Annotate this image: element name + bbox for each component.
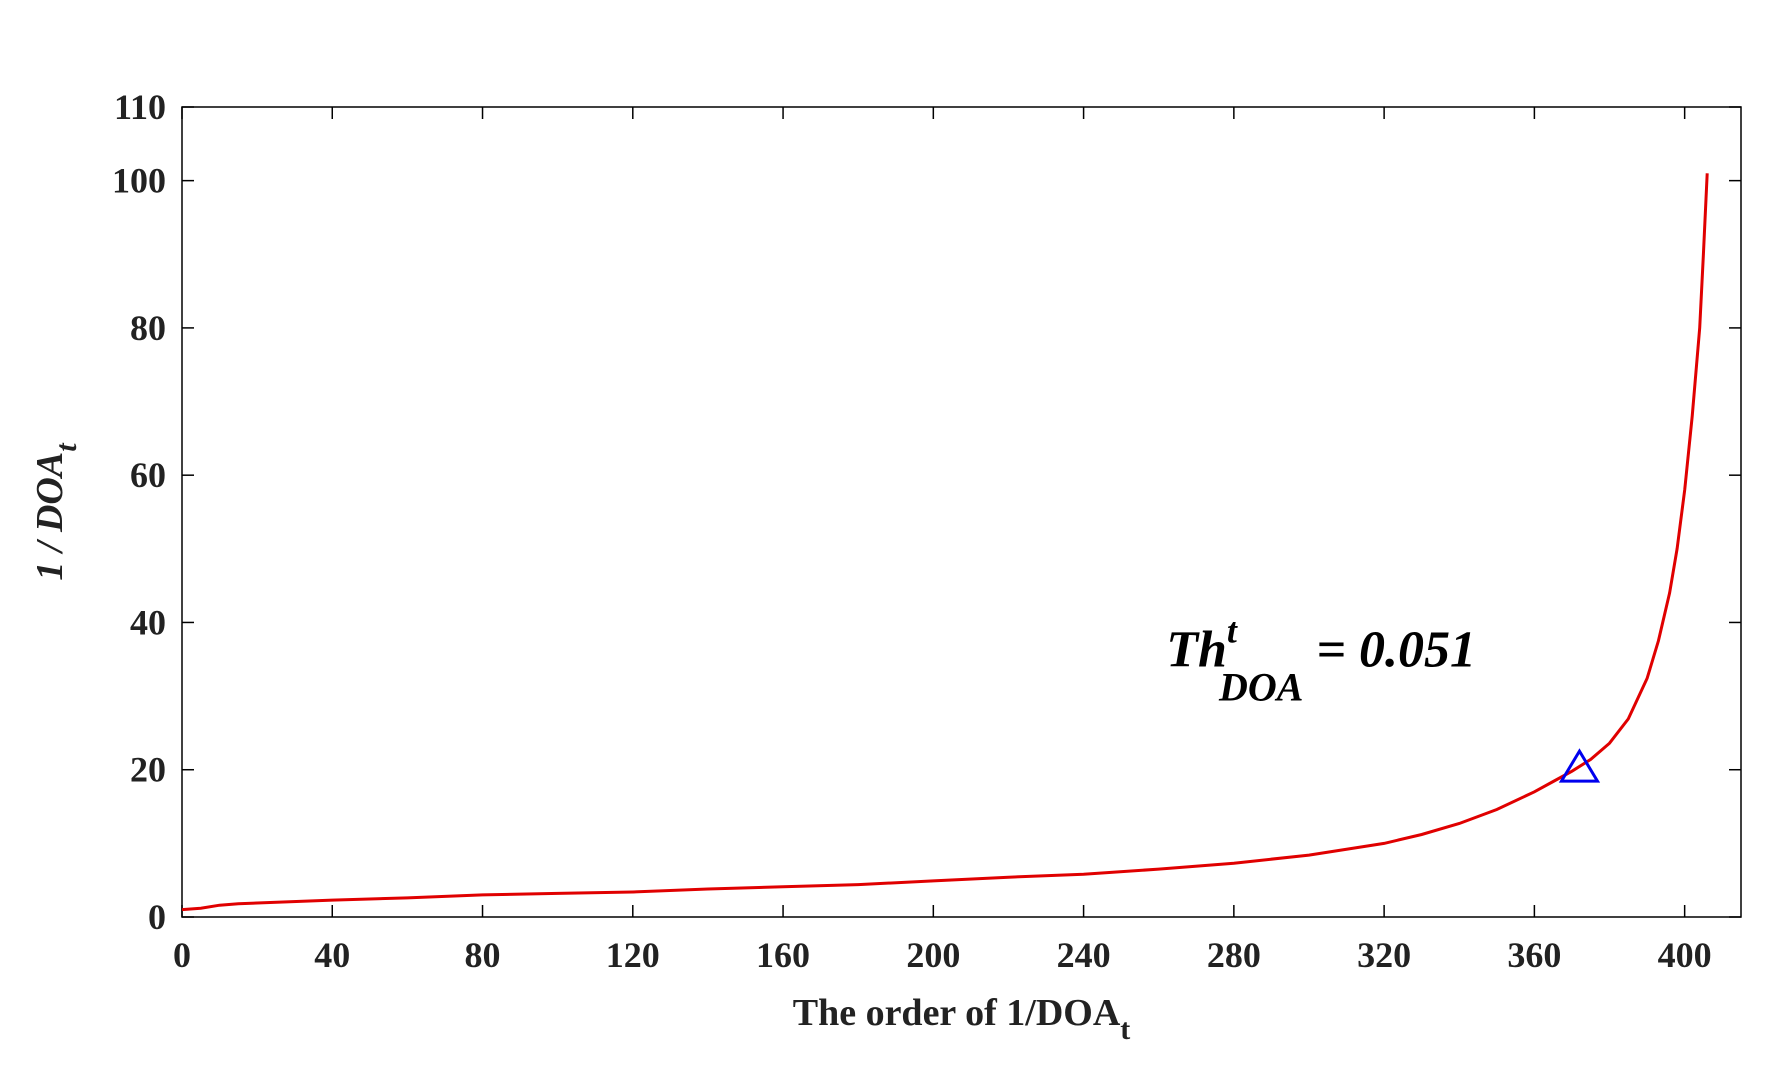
y-tick-label: 110 [114, 87, 166, 127]
x-tick-label: 120 [606, 935, 660, 975]
x-tick-label: 360 [1507, 935, 1561, 975]
x-tick-label: 400 [1658, 935, 1712, 975]
threshold-marker [1558, 748, 1601, 783]
x-tick-label: 280 [1207, 935, 1261, 975]
y-tick-label: 80 [130, 308, 166, 348]
y-axis-title: 1 / DOAt [29, 442, 83, 581]
y-axis-title-sub: t [50, 442, 83, 452]
y-axis-title-main: 1 / DOA [29, 452, 71, 581]
y-tick-labels: 0 20 40 60 80 100 110 [112, 87, 166, 937]
y-tick-label: 40 [130, 602, 166, 642]
annotation-superscript: t [1227, 611, 1238, 651]
y-tick-label: 100 [112, 161, 166, 201]
x-tick-label: 240 [1057, 935, 1111, 975]
x-tick-label: 320 [1357, 935, 1411, 975]
x-tick-labels: 0 40 80 120 160 200 240 280 320 360 400 [173, 935, 1712, 975]
series-line [181, 173, 1709, 912]
y-tick-label: 20 [130, 750, 166, 790]
threshold-annotation: Tht DOA = 0.051 [1166, 611, 1476, 710]
x-axis-title-main: The order of 1/DOA [793, 992, 1121, 1034]
y-tick-label: 0 [148, 897, 166, 937]
plot-area-frame [181, 106, 1742, 918]
annotation-subscript: DOA [1218, 665, 1303, 710]
annotation-value: = 0.051 [1303, 622, 1476, 679]
annotation-main: Th [1166, 622, 1227, 679]
x-tick-label: 160 [756, 935, 810, 975]
y-tick-label: 60 [130, 455, 166, 495]
x-axis-title: The order of 1/DOAt [793, 992, 1131, 1046]
x-tick-label: 80 [465, 935, 501, 975]
tick-marks [181, 106, 1741, 918]
x-tick-label: 200 [906, 935, 960, 975]
x-tick-label: 40 [314, 935, 350, 975]
x-tick-label: 0 [173, 935, 191, 975]
x-axis-title-sub: t [1120, 1013, 1130, 1046]
